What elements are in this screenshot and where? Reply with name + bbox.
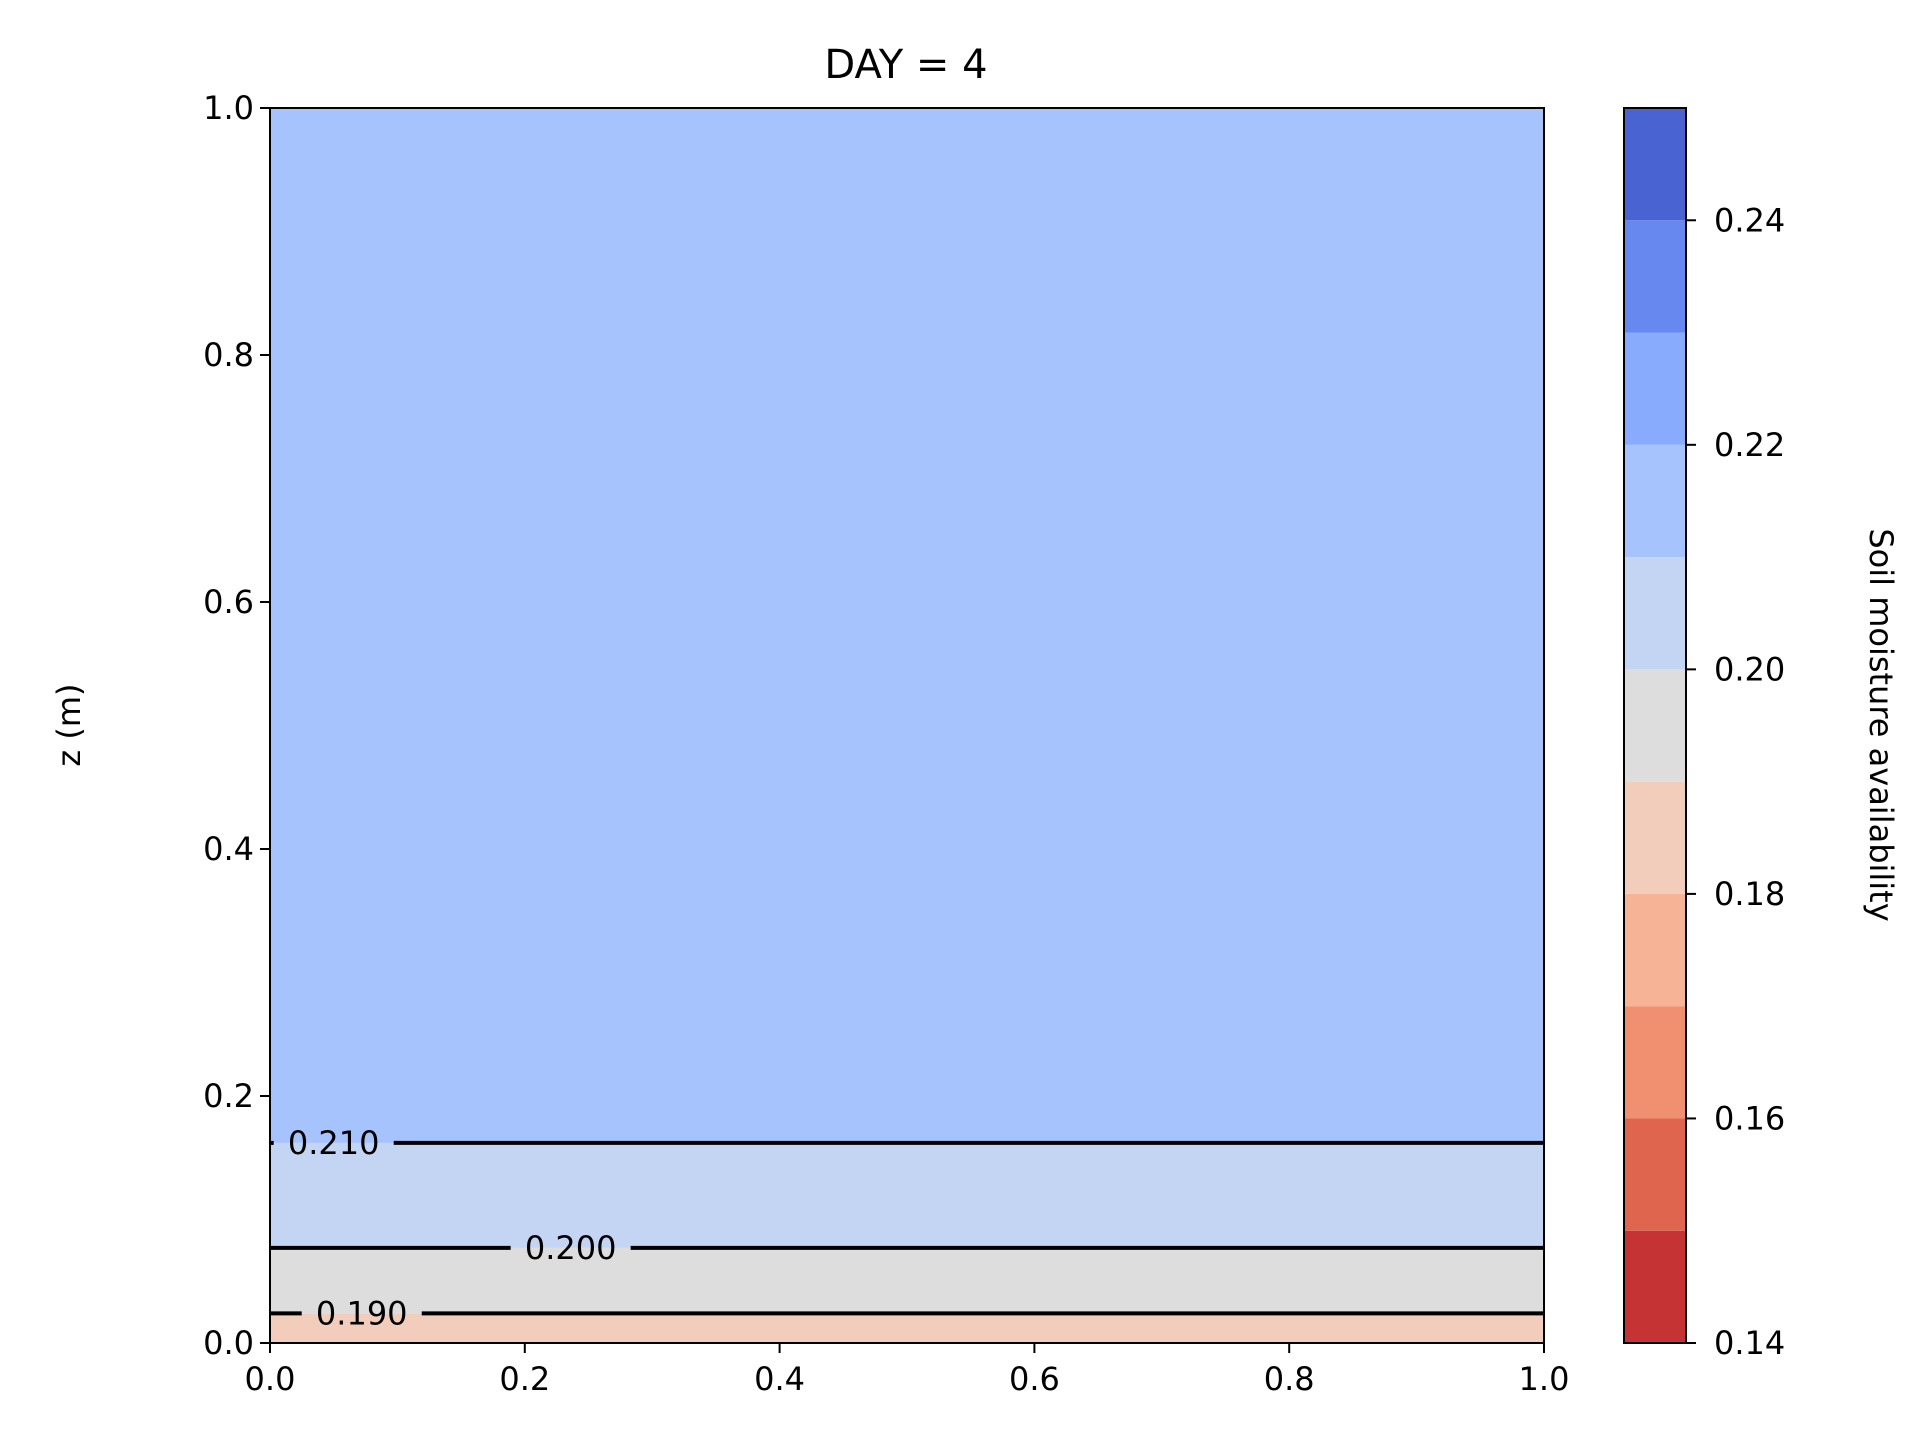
colorbar-band-0 — [1624, 1230, 1686, 1343]
colorbar-band-10 — [1624, 108, 1686, 221]
colorbar-tick-label-0: 0.14 — [1714, 1324, 1785, 1362]
colorbar-band-2 — [1624, 1006, 1686, 1119]
y-tick-label-3: 0.6 — [203, 583, 254, 621]
plot-frame — [269, 107, 1545, 1344]
contour-label-1: 0.200 — [525, 1229, 617, 1267]
x-tick-label-4: 0.8 — [1264, 1360, 1315, 1398]
colorbar-tick-label-2: 0.18 — [1714, 875, 1785, 913]
x-tick-label-1: 0.2 — [499, 1360, 550, 1398]
y-tick-label-2: 0.4 — [203, 830, 254, 868]
colorbar-band-8 — [1624, 332, 1686, 445]
y-tick-label-4: 0.8 — [203, 336, 254, 374]
filled-region-0 — [270, 1313, 1544, 1343]
filled-region-1 — [270, 1247, 1544, 1314]
colorbar-ticks: 0.14 0.16 0.18 0.20 0.22 0.24 — [1686, 201, 1785, 1362]
x-tick-label-0: 0.0 — [245, 1360, 296, 1398]
y-tick-label-5: 1.0 — [203, 89, 254, 127]
x-tick-label-2: 0.4 — [754, 1360, 805, 1398]
plot-area — [270, 108, 1544, 1343]
y-axis: 0.0 0.2 0.4 0.6 0.8 1.0 — [203, 89, 270, 1362]
colorbar-tick-label-4: 0.22 — [1714, 426, 1785, 464]
contour-label-0: 0.190 — [316, 1294, 408, 1332]
contour-lines: 0.190 0.200 0.210 — [270, 1124, 1544, 1332]
colorbar-band-3 — [1624, 893, 1686, 1007]
contour-label-2: 0.210 — [288, 1124, 380, 1162]
chart-title: DAY = 4 — [824, 42, 987, 88]
y-axis-label: z (m) — [50, 683, 88, 766]
colorbar-tick-label-1: 0.16 — [1714, 1099, 1785, 1137]
x-axis: 0.0 0.2 0.4 0.6 0.8 1.0 — [245, 1343, 1570, 1398]
colorbar-tick-label-3: 0.20 — [1714, 650, 1785, 688]
filled-region-3 — [270, 108, 1544, 1143]
filled-region-2 — [270, 1142, 1544, 1248]
colorbar-label: Soil moisture availability — [1862, 528, 1900, 921]
colorbar-band-1 — [1624, 1118, 1686, 1231]
y-tick-label-1: 0.2 — [203, 1077, 254, 1115]
colorbar-band-5 — [1624, 669, 1686, 782]
colorbar-tick-label-5: 0.24 — [1714, 201, 1785, 239]
colorbar-band-6 — [1624, 557, 1686, 670]
colorbar-frame — [1623, 107, 1687, 1344]
colorbar-band-7 — [1624, 444, 1686, 558]
y-tick-label-0: 0.0 — [203, 1324, 254, 1362]
x-tick-label-3: 0.6 — [1009, 1360, 1060, 1398]
colorbar-band-9 — [1624, 220, 1686, 333]
colorbar-band-4 — [1624, 781, 1686, 894]
colorbar — [1624, 108, 1686, 1343]
x-tick-label-5: 1.0 — [1519, 1360, 1570, 1398]
